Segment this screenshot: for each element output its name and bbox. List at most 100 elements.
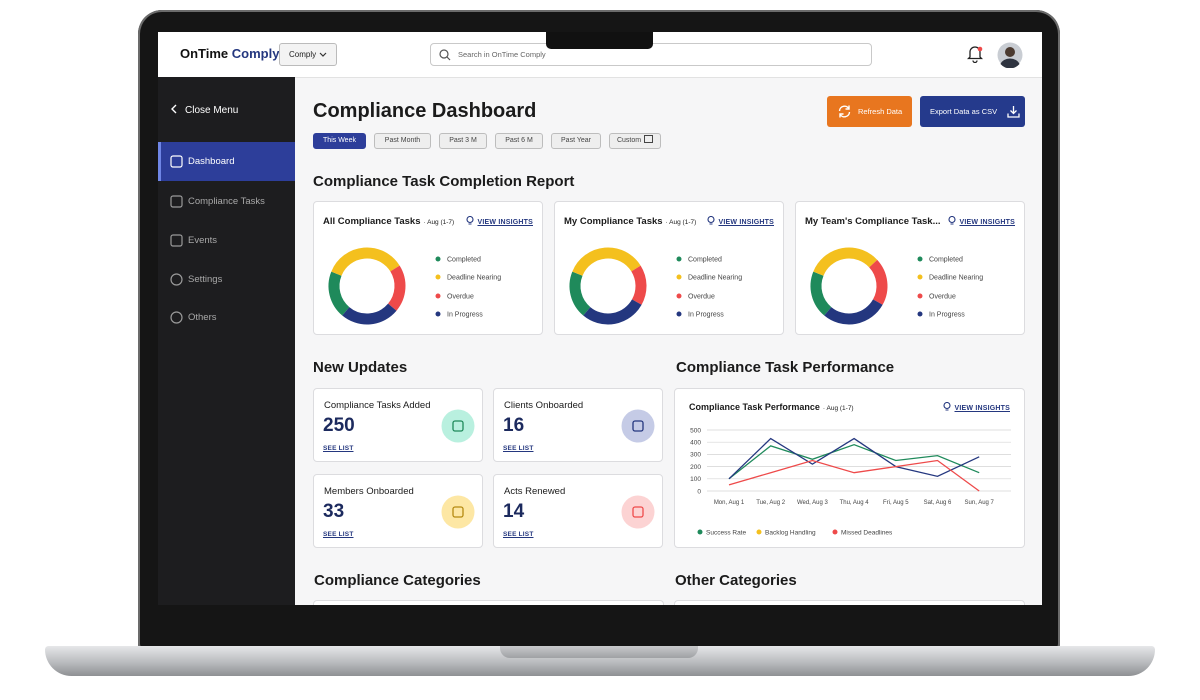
filter-label: Past Month: [384, 137, 421, 144]
filter-chip[interactable]: Past 6 M: [495, 133, 543, 149]
y-tick-label: 200: [690, 464, 701, 471]
stat-label: Members Onboarded: [324, 486, 414, 497]
legend-label: Deadline Nearing: [929, 275, 983, 282]
bulb-icon: [947, 215, 956, 225]
legend-label: Backlog Handling: [765, 530, 816, 537]
legend-dot: [697, 529, 703, 535]
laptop-hinge: [500, 646, 698, 658]
legend-label: Overdue: [688, 294, 715, 301]
filter-chip[interactable]: Past Month: [374, 133, 431, 149]
legend-label: Completed: [447, 257, 481, 264]
x-tick-label: Thu, Aug 4: [840, 500, 870, 506]
x-tick-label: Tue, Aug 2: [756, 500, 785, 506]
filter-chip[interactable]: Past Year: [551, 133, 601, 149]
insights-link[interactable]: VIEW INSIGHTS: [706, 215, 775, 226]
icon-shape: [452, 506, 464, 518]
filter-chip[interactable]: Custom: [609, 133, 661, 149]
stat-label: Acts Renewed: [504, 486, 566, 497]
legend-label: Deadline Nearing: [688, 275, 742, 282]
card-period: · Aug (1-7): [423, 219, 455, 226]
y-tick-label: 0: [697, 488, 701, 495]
legend-dot: [917, 311, 923, 317]
download-icon: [1007, 106, 1020, 118]
x-tick-label: Fri, Aug 5: [883, 500, 909, 506]
legend-dot: [917, 274, 923, 280]
sidebar-item[interactable]: Others: [158, 298, 295, 337]
categories-card: [313, 600, 664, 605]
filter-chip[interactable]: This Week: [313, 133, 366, 149]
donut-chart: Completed Deadline Nearing Overdue In Progr…: [810, 247, 983, 325]
export-button[interactable]: Export Data as CSV: [920, 96, 1025, 127]
workspace-dropdown[interactable]: Comply: [279, 43, 337, 66]
insights-link[interactable]: VIEW INSIGHTS: [942, 401, 1011, 412]
refresh-button[interactable]: Refresh Data: [827, 96, 912, 127]
report-card: All Compliance Tasks · Aug (1-7) VIEW INSI…: [313, 201, 543, 335]
card-title-text: My Team's Compliance Task...: [805, 216, 941, 227]
sidebar-label: Settings: [188, 274, 223, 285]
insights-label: VIEW INSIGHTS: [718, 219, 774, 226]
x-tick-label: Wed, Aug 3: [797, 500, 829, 506]
section-title: New Updates: [313, 359, 408, 376]
see-list-link[interactable]: SEE LIST: [503, 445, 534, 452]
stat-value: 14: [503, 501, 525, 522]
y-tick-label: 500: [690, 427, 701, 434]
donut-segment: [387, 265, 406, 311]
card-title: My Compliance Tasks · Aug (1-7): [564, 216, 696, 227]
section-title: Compliance Categories: [314, 572, 481, 589]
legend-dot: [917, 256, 923, 262]
stat-value: 33: [323, 501, 345, 522]
stat-icon: [621, 409, 655, 443]
insights-link[interactable]: VIEW INSIGHTS: [465, 215, 534, 226]
card-title-text: Compliance Task Performance: [689, 402, 820, 412]
workspace-label: Comply: [289, 50, 317, 59]
icon-shape: [170, 195, 183, 208]
insights-link[interactable]: VIEW INSIGHTS: [947, 215, 1016, 226]
legend-label: Overdue: [447, 294, 474, 301]
section-title: Compliance Task Performance: [676, 359, 895, 376]
line-chart: 0 100 200 300 400 500 Mon, Aug 1 Tue, Aug 2 Wed,…: [690, 427, 1011, 537]
icon-shape: [632, 506, 644, 518]
see-list-link[interactable]: SEE LIST: [323, 445, 354, 452]
card-title-text: All Compliance Tasks: [323, 216, 421, 227]
donut-segment: [813, 247, 878, 277]
notification-bell[interactable]: [967, 45, 983, 63]
x-tick-label: Sat, Aug 6: [924, 500, 952, 506]
report-card: My Compliance Tasks · Aug (1-7) VIEW INSIG…: [554, 201, 784, 335]
legend-dot: [676, 256, 682, 262]
icon-bg: [621, 495, 655, 529]
icon-shape: [170, 311, 183, 324]
card-period: · Aug (1-7): [822, 405, 854, 412]
sidebar-item[interactable]: Dashboard: [158, 142, 295, 181]
close-menu[interactable]: Close Menu: [170, 104, 238, 116]
donut-chart: Completed Deadline Nearing Overdue In Progr…: [569, 247, 742, 325]
legend-dot: [435, 293, 441, 299]
sidebar-item[interactable]: Events: [158, 221, 295, 260]
donut-segment: [583, 299, 642, 325]
legend-dot: [435, 274, 441, 280]
see-list-link[interactable]: SEE LIST: [503, 531, 534, 538]
sidebar-label: Events: [188, 235, 218, 246]
stat-label: Compliance Tasks Added: [324, 400, 431, 411]
filter-chip[interactable]: Past 3 M: [439, 133, 487, 149]
sidebar-item[interactable]: Compliance Tasks: [158, 182, 295, 221]
camera-notch: [546, 32, 653, 49]
legend-label: Deadline Nearing: [447, 275, 501, 282]
see-list-link[interactable]: SEE LIST: [323, 531, 354, 538]
stat-icon: [441, 409, 475, 443]
y-tick-label: 300: [690, 452, 701, 459]
donut-chart: Completed Deadline Nearing Overdue In Progr…: [328, 247, 501, 325]
icon-shape: [465, 215, 474, 224]
categories-card: [674, 600, 1025, 605]
report-card: My Team's Compliance Task... VIEW INSIGHT…: [795, 201, 1025, 335]
brand[interactable]: OnTime Comply: [180, 46, 279, 61]
sidebar-item[interactable]: Settings: [158, 260, 295, 299]
legend-dot: [435, 311, 441, 317]
user-avatar[interactable]: [997, 42, 1023, 68]
icon-shape: [644, 135, 654, 143]
filter-label: Past 6 M: [505, 137, 533, 144]
sidebar-icon: [170, 273, 183, 286]
legend-dot: [435, 256, 441, 262]
stat-card: Acts Renewed 14 SEE LIST: [493, 474, 663, 548]
insights-label: VIEW INSIGHTS: [954, 405, 1010, 412]
